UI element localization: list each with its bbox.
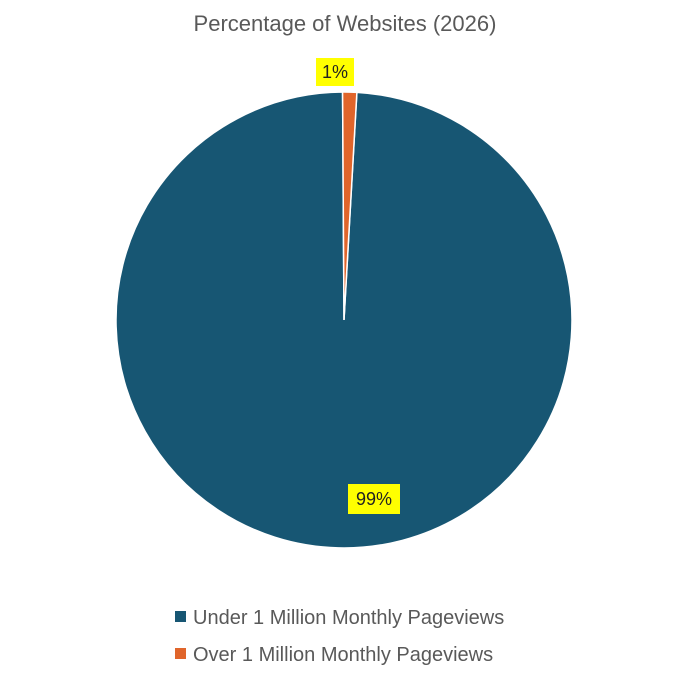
pie-slices <box>115 91 573 549</box>
data-label-highlight <box>316 58 354 86</box>
data-label-highlight <box>348 484 400 514</box>
legend-item-2: Over 1 Million Monthly Pageviews <box>175 644 493 666</box>
legend-swatch <box>175 611 186 622</box>
chart-title: Percentage of Websites (2026) <box>194 11 497 36</box>
data-label-1: 99% <box>348 484 400 514</box>
data-labels: 99% 1% <box>316 58 400 514</box>
legend: Under 1 Million Monthly Pageviews Over 1 … <box>175 607 504 666</box>
data-label-text: 99% <box>356 489 392 509</box>
data-label-2: 1% <box>316 58 354 86</box>
data-label-text: 1% <box>322 62 348 82</box>
legend-label: Under 1 Million Monthly Pageviews <box>193 607 504 629</box>
legend-item-1: Under 1 Million Monthly Pageviews <box>175 607 504 629</box>
legend-label: Over 1 Million Monthly Pageviews <box>193 644 493 666</box>
legend-swatch <box>175 648 186 659</box>
pie-slice-2 <box>341 91 358 321</box>
